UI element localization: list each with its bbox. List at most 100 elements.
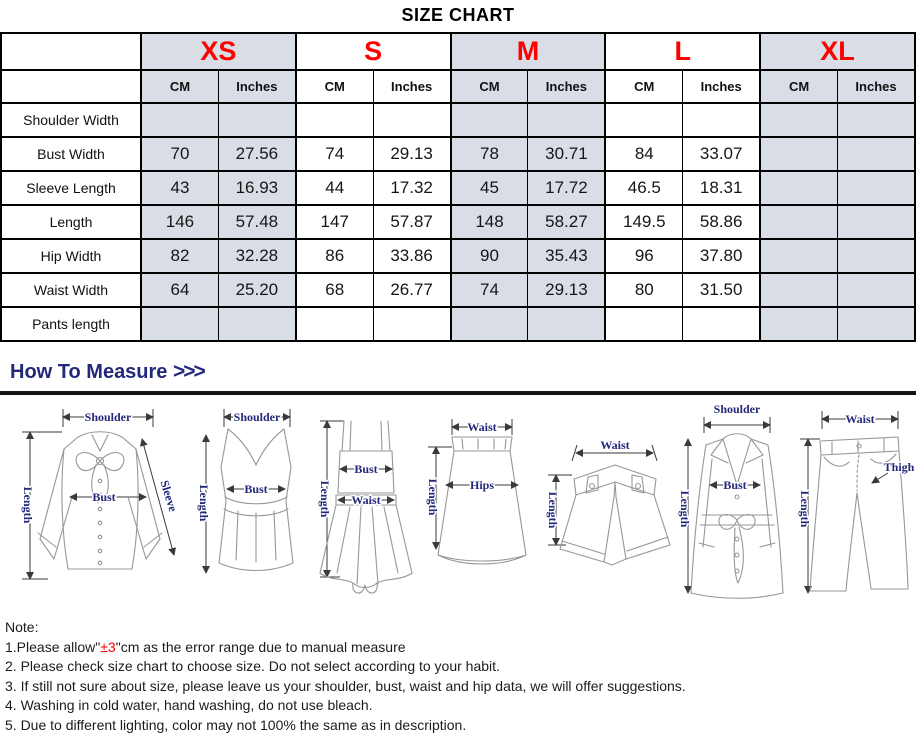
measurement-row-label: Bust Width [0,136,142,172]
table-row: Sleeve Length 43 16.93 44 17.32 45 17.72 46.5 18… [0,170,916,206]
size-value-cell [759,170,839,206]
size-value-cell: 37.80 [682,238,761,274]
size-value-cell [759,272,839,308]
size-header-l: L [604,32,761,71]
figure-pants: Waist Length Thigh [797,411,916,594]
pants-thigh-label: Thigh [884,460,915,474]
size-value-cell [604,306,684,342]
blouse-bust-label: Bust [92,490,115,504]
size-value-cell [527,102,606,138]
skirt-waist-label: Waist [467,420,496,434]
coat-length-label: Length [678,491,692,528]
size-value-cell: 30.71 [527,136,606,172]
unit-header-cm: CM [759,69,839,104]
figure-dress: Length Bust Waist [317,420,413,594]
size-value-cell [449,102,529,138]
note-item-4: 4. Washing in cold water, hand washing, … [5,697,373,713]
coat-bust-label: Bust [723,478,746,492]
size-value-cell: 33.86 [372,238,452,274]
figure-coat: Shoulder Length Bust [677,401,784,599]
size-value-cell [759,306,839,342]
size-chart-body: Shoulder Width Bust Width 70 27.56 74 29.13 78… [0,102,916,342]
size-value-cell [759,204,839,240]
unit-header-inches: Inches [372,69,452,104]
table-row: Length 146 57.48 147 57.87 148 58.27 149.5 58.86 [0,204,916,240]
size-value-cell [837,136,916,172]
size-value-cell: 17.72 [527,170,606,206]
figure-blouse: Shoulder Length Bust Sleeve [20,409,182,580]
size-value-cell: 32.28 [217,238,297,274]
size-value-cell: 58.86 [682,204,761,240]
figure-corset-top: Shoulder Length Bust [196,409,294,574]
unit-header-cm: CM [139,69,219,104]
note-highlight: ±3 [100,638,116,655]
corner-cell [0,69,142,104]
size-header-xs: XS [140,32,297,71]
corset-shoulder-label: Shoulder [234,410,281,424]
table-row: Bust Width 70 27.56 74 29.13 78 30.71 84 33.07 [0,136,916,172]
size-value-cell: 44 [294,170,374,206]
size-value-cell [372,306,452,342]
size-value-cell: 146 [139,204,219,240]
how-to-measure-title: How To Measure [10,361,168,383]
figure-skirt: Waist Length Hips [425,419,527,565]
size-value-cell [837,170,916,206]
skirt-length-label: Length [426,479,440,516]
figure-shorts: Waist Length [545,437,671,566]
size-value-cell [294,102,374,138]
size-value-cell [759,136,839,172]
size-value-cell: 80 [604,272,684,308]
measurement-row-label: Waist Width [0,272,142,308]
size-chart-table: XS S M L XL CM Inches CM Inches CM Inche… [0,32,916,342]
size-value-cell: 27.56 [217,136,297,172]
size-value-cell: 149.5 [604,204,684,240]
size-value-cell: 70 [139,136,219,172]
size-value-cell [682,102,761,138]
measurement-row-label: Hip Width [0,238,142,274]
unit-header-inches: Inches [682,69,761,104]
size-header-s: S [294,32,452,71]
coat-shoulder-label: Shoulder [714,402,761,416]
size-value-cell: 96 [604,238,684,274]
measurement-figures: Shoulder Length Bust Sleeve Shoulder [0,397,916,610]
size-value-cell: 16.93 [217,170,297,206]
unit-header-cm: CM [604,69,684,104]
size-value-cell: 78 [449,136,529,172]
size-value-cell: 33.07 [682,136,761,172]
size-value-cell: 29.13 [527,272,606,308]
size-value-cell [837,102,916,138]
skirt-hips-label: Hips [470,478,494,492]
chevrons-icon: >>> [173,360,206,383]
size-value-cell: 84 [604,136,684,172]
size-value-cell [682,306,761,342]
size-value-cell [759,102,839,138]
size-value-cell: 58.27 [527,204,606,240]
size-value-cell: 82 [139,238,219,274]
size-value-cell [372,102,452,138]
size-value-cell [217,102,297,138]
notes-heading: Note: [5,619,39,635]
blouse-shoulder-label: Shoulder [85,410,132,424]
size-value-cell [837,238,916,274]
corner-cell [0,32,142,71]
size-value-cell [139,102,219,138]
page-title: SIZE CHART [401,5,515,25]
unit-header-row: CM Inches CM Inches CM Inches CM Inches … [0,69,916,104]
size-value-cell: 57.48 [217,204,297,240]
unit-header-cm: CM [294,69,374,104]
size-value-cell: 68 [294,272,374,308]
shorts-length-label: Length [546,492,560,529]
size-value-cell: 29.13 [372,136,452,172]
size-value-cell [837,272,916,308]
notes-section: Note: 1.Please allow"±3"cm as the error … [0,618,916,735]
note-item-2: 2. Please check size chart to choose siz… [5,658,500,674]
corset-bust-label: Bust [244,482,267,496]
size-value-cell: 64 [139,272,219,308]
note-item-5: 5. Due to different lighting, color may … [5,716,467,733]
table-row: Waist Width 64 25.20 68 26.77 74 29.13 80 31.50 [0,272,916,308]
dress-bust-label: Bust [354,462,377,476]
unit-header-inches: Inches [837,69,916,104]
size-value-cell: 74 [449,272,529,308]
measurement-row-label: Pants length [0,306,142,342]
measurement-row-label: Length [0,204,142,240]
